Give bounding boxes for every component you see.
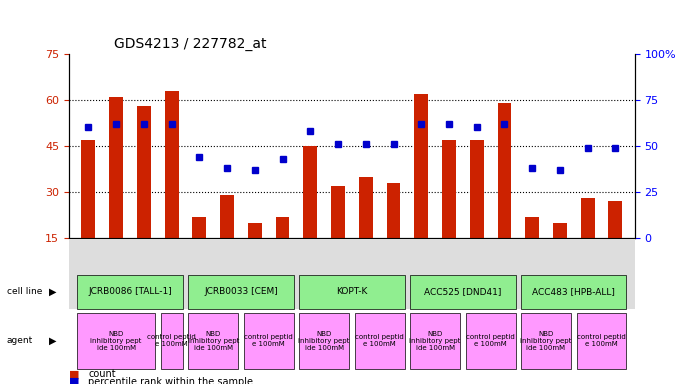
Bar [525,217,539,284]
Bar [609,201,622,284]
Text: NBD
inhibitory pept
ide 100mM: NBD inhibitory pept ide 100mM [188,331,239,351]
Text: control peptid
e 100mM: control peptid e 100mM [244,334,293,347]
Bar [442,140,456,284]
Text: cell line: cell line [7,287,42,296]
Bar [77,313,155,369]
Bar [355,313,404,369]
Text: ACC483 [HPB-ALL]: ACC483 [HPB-ALL] [533,287,615,296]
Text: ▶: ▶ [49,336,56,346]
Bar [359,177,373,284]
Bar [188,313,238,369]
Text: JCRB0033 [CEM]: JCRB0033 [CEM] [204,287,278,296]
Text: ACC525 [DND41]: ACC525 [DND41] [424,287,502,296]
Bar [193,217,206,284]
Bar [137,106,151,284]
Text: JCRB0086 [TALL-1]: JCRB0086 [TALL-1] [88,287,172,296]
Bar [497,103,511,284]
Bar [248,223,262,284]
Text: control peptid
e 100mM: control peptid e 100mM [147,334,196,347]
Text: NBD
inhibitory pept
ide 100mM: NBD inhibitory pept ide 100mM [90,331,142,351]
Bar [304,146,317,284]
Text: NBD
inhibitory pept
ide 100mM: NBD inhibitory pept ide 100mM [299,331,350,351]
Bar [331,186,345,284]
Bar [466,313,515,369]
Bar [299,313,349,369]
Bar [299,275,404,309]
Text: percentile rank within the sample: percentile rank within the sample [88,377,253,384]
Text: NBD
inhibitory pept
ide 100mM: NBD inhibitory pept ide 100mM [409,331,461,351]
Text: GDS4213 / 227782_at: GDS4213 / 227782_at [115,37,267,51]
Bar [521,313,571,369]
Bar [521,275,627,309]
Bar [188,275,294,309]
Bar [244,313,294,369]
Bar [220,195,234,284]
Bar [553,223,567,284]
Text: NBD
inhibitory pept
ide 100mM: NBD inhibitory pept ide 100mM [520,331,572,351]
Bar [386,183,400,284]
Bar [81,140,95,284]
Bar [275,217,290,284]
Bar [161,313,183,369]
Text: ■: ■ [69,369,79,379]
Bar [577,313,627,369]
Bar [109,97,123,284]
Bar [410,275,515,309]
Text: agent: agent [7,336,33,345]
Bar [165,91,179,284]
Text: control peptid
e 100mM: control peptid e 100mM [577,334,626,347]
Bar [581,198,595,284]
Bar [410,313,460,369]
Text: count: count [88,369,116,379]
Bar [470,140,484,284]
Text: ■: ■ [69,377,79,384]
Text: control peptid
e 100mM: control peptid e 100mM [466,334,515,347]
Bar [414,94,428,284]
Text: ▶: ▶ [49,287,56,297]
Text: KOPT-K: KOPT-K [336,287,368,296]
Bar [77,275,183,309]
Text: control peptid
e 100mM: control peptid e 100mM [355,334,404,347]
